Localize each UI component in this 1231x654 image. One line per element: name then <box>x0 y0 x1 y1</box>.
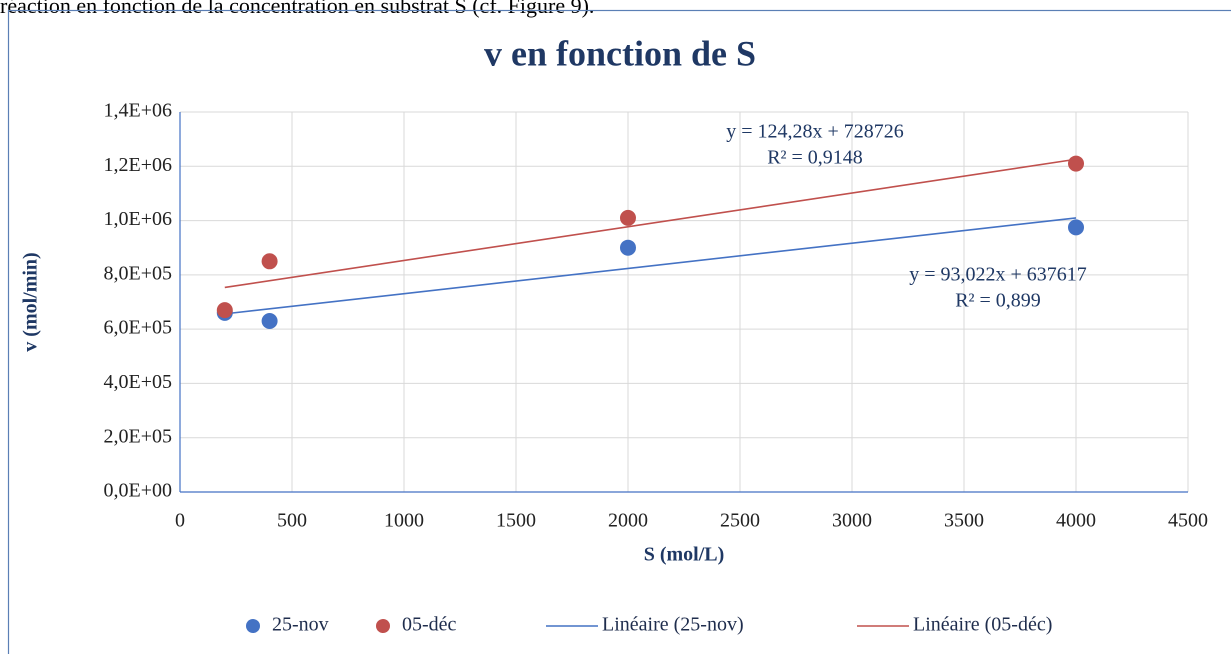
point <box>620 209 636 226</box>
y-tick-label: 4,0E+05 <box>104 371 173 393</box>
x-tick-label: 2500 <box>720 510 760 532</box>
x-tick-label: 3000 <box>832 510 872 532</box>
x-tick-label: 4500 <box>1168 510 1208 532</box>
point <box>1068 219 1084 236</box>
x-axis-title: S (mol/L) <box>644 544 725 566</box>
point <box>261 253 278 270</box>
legend-marker <box>376 619 390 633</box>
point <box>216 302 233 319</box>
chart-frame <box>7 9 1231 654</box>
x-tick-label: 0 <box>175 510 185 532</box>
legend-marker <box>246 619 260 633</box>
caption: réaction en fonction de la concentration… <box>0 0 594 18</box>
x-tick-label: 3500 <box>944 510 984 532</box>
trendline-r2: R² = 0,899 <box>955 290 1041 312</box>
y-tick-label: 1,2E+06 <box>104 154 173 176</box>
chart-title: v en fonction de S <box>484 33 756 73</box>
y-tick-label: 6,0E+05 <box>104 317 173 339</box>
y-tick-label: 2,0E+05 <box>104 425 173 447</box>
x-tick-label: 4000 <box>1056 510 1096 532</box>
legend-label: Linéaire (05-déc) <box>913 614 1052 636</box>
y-tick-label: 8,0E+05 <box>104 262 173 284</box>
trendline-r2: R² = 0,9148 <box>767 147 863 169</box>
point <box>261 313 278 329</box>
y-axis-title: v (mol/min) <box>20 252 42 351</box>
trendline <box>224 217 1077 315</box>
legend-label: Linéaire (25-nov) <box>602 614 744 636</box>
point <box>620 239 636 256</box>
point <box>1068 155 1084 172</box>
x-tick-label: 500 <box>277 510 307 532</box>
trendline-equation: y = 93,022x + 637617 <box>909 264 1087 286</box>
legend-label: 25-nov <box>272 614 329 636</box>
y-tick-label: 1,4E+06 <box>104 100 173 122</box>
x-tick-label: 1000 <box>384 510 424 532</box>
trendline <box>224 158 1077 289</box>
legend-label: 05-déc <box>402 614 457 636</box>
y-tick-label: 0,0E+00 <box>104 480 173 502</box>
trendline-equation: y = 124,28x + 728726 <box>726 121 904 143</box>
y-tick-label: 1,0E+06 <box>104 208 173 230</box>
x-tick-label: 2000 <box>608 510 648 532</box>
x-tick-label: 1500 <box>496 510 536 532</box>
